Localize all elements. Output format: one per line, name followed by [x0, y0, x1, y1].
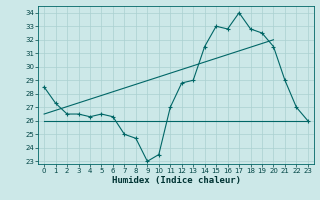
- X-axis label: Humidex (Indice chaleur): Humidex (Indice chaleur): [111, 176, 241, 185]
